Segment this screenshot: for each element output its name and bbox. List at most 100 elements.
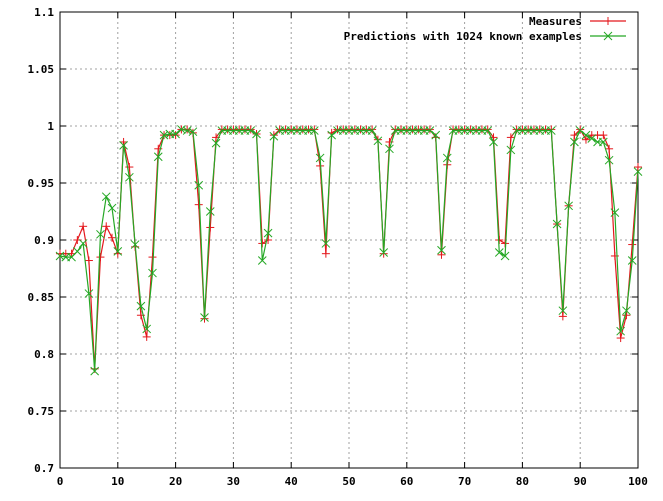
legend: Measures Predictions with 1024 known exam… <box>344 15 626 43</box>
data-point <box>622 306 631 316</box>
data-point <box>72 247 82 256</box>
x-tick-label: 60 <box>400 475 413 488</box>
data-point <box>483 125 492 134</box>
data-point <box>142 332 151 341</box>
data-point <box>367 126 377 135</box>
data-point <box>437 245 446 255</box>
data-point <box>506 145 516 155</box>
data-point <box>564 201 573 211</box>
data-point <box>570 137 579 147</box>
data-point <box>90 366 100 376</box>
x-tick-label: 0 <box>57 475 64 488</box>
data-point <box>558 306 568 316</box>
data-point <box>148 268 157 278</box>
data-point <box>315 153 325 163</box>
data-point <box>483 126 493 135</box>
data-point <box>385 144 394 154</box>
data-point <box>368 125 377 134</box>
data-point <box>84 256 93 265</box>
data-point <box>113 247 123 256</box>
data-point <box>136 301 146 311</box>
data-point <box>194 200 203 209</box>
legend-label: Predictions with 1024 known examples <box>344 30 582 43</box>
data-point <box>431 130 441 140</box>
data-point <box>78 239 88 248</box>
data-point <box>188 127 198 137</box>
data-point <box>263 228 273 238</box>
data-point <box>246 126 256 135</box>
data-point <box>246 125 255 134</box>
data-point <box>494 248 504 257</box>
data-point <box>581 130 591 140</box>
data-point <box>634 163 642 172</box>
data-point <box>107 203 117 213</box>
data-point <box>171 131 180 140</box>
y-tick-label: 0.95 <box>28 177 55 190</box>
x-tick-label: 80 <box>516 475 529 488</box>
data-point <box>125 172 134 182</box>
data-point <box>599 131 608 140</box>
data-point <box>321 249 330 258</box>
data-point <box>148 253 157 262</box>
data-point <box>610 208 620 217</box>
data-point <box>627 256 637 265</box>
data-point <box>252 129 261 139</box>
data-point <box>437 250 446 259</box>
data-point <box>616 326 626 336</box>
x-tick-label: 100 <box>628 475 648 488</box>
data-point <box>552 219 562 229</box>
data-point <box>96 229 105 239</box>
data-point <box>194 180 204 190</box>
x-tick-label: 40 <box>285 475 298 488</box>
data-point <box>575 126 585 135</box>
data-point <box>425 125 434 134</box>
data-point <box>119 137 128 146</box>
data-point <box>257 256 267 265</box>
data-point <box>489 137 498 147</box>
data-point <box>258 239 267 248</box>
data-point <box>616 334 625 343</box>
data-point <box>79 222 88 231</box>
data-point <box>200 313 209 322</box>
series-predictions <box>55 125 643 376</box>
x-tick-label: 70 <box>458 475 471 488</box>
data-point <box>628 240 637 249</box>
data-point <box>425 126 435 135</box>
series-layer <box>55 125 643 376</box>
data-point <box>84 289 94 298</box>
data-point <box>309 126 319 135</box>
data-point <box>264 236 273 244</box>
y-tick-label: 1.05 <box>28 63 55 76</box>
data-point <box>633 167 643 176</box>
axes: 0 10 20 30 40 50 60 70 80 90 100 0.7 0.75 0.8 0.85 0.9 0… <box>28 6 648 488</box>
data-point <box>500 251 510 261</box>
x-tick-label: 50 <box>342 475 355 488</box>
y-tick-label: 0.75 <box>28 405 55 418</box>
data-point <box>153 152 163 162</box>
data-point <box>587 134 597 143</box>
legend-swatch-marker <box>604 17 612 25</box>
x-tick-label: 90 <box>574 475 587 488</box>
data-point <box>379 248 389 257</box>
y-tick-label: 0.9 <box>34 234 54 247</box>
y-tick-label: 0.7 <box>34 462 54 475</box>
data-point <box>327 130 337 140</box>
grid <box>60 12 638 468</box>
y-tick-label: 1.1 <box>34 6 54 19</box>
x-tick-label: 20 <box>169 475 182 488</box>
legend-label: Measures <box>529 15 582 28</box>
data-point <box>570 131 579 140</box>
data-point <box>576 125 585 134</box>
data-point <box>96 253 105 262</box>
legend-swatch-marker <box>603 31 613 41</box>
x-tick-label: 30 <box>227 475 240 488</box>
data-point <box>211 138 221 148</box>
data-point <box>604 155 614 165</box>
data-point <box>581 135 590 144</box>
data-point <box>206 223 215 232</box>
x-tick-label: 10 <box>111 475 124 488</box>
data-point <box>442 153 452 163</box>
data-point <box>142 324 152 334</box>
data-point <box>598 137 608 147</box>
